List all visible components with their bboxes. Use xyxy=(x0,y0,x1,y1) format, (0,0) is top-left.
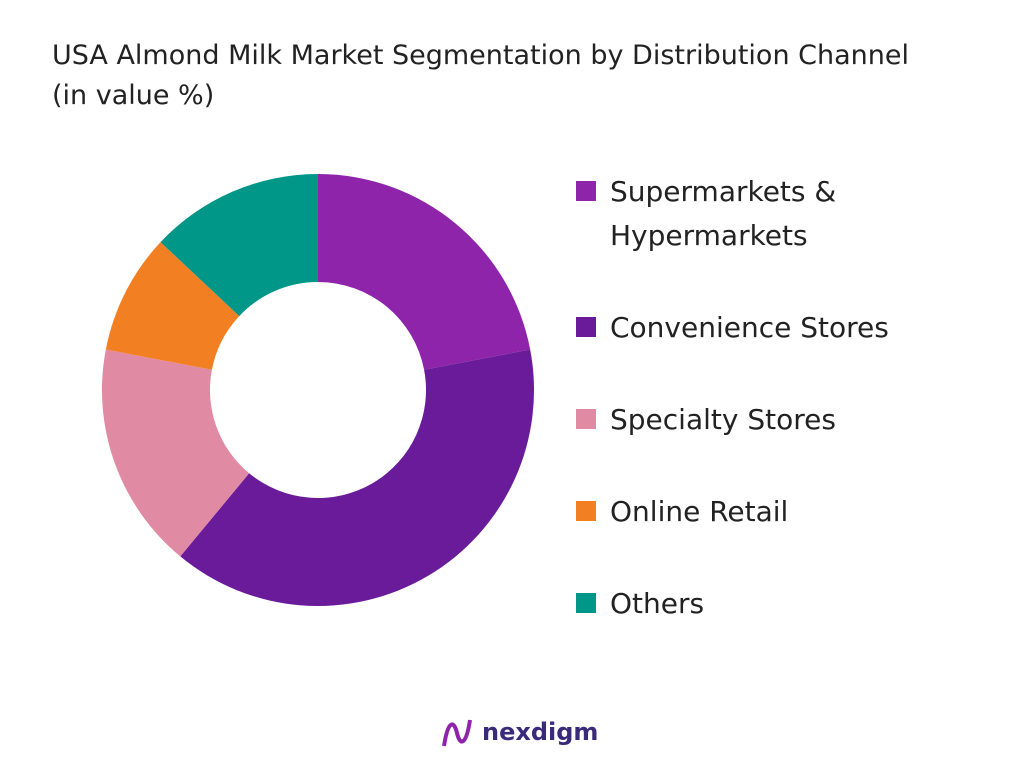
donut-segment xyxy=(180,349,535,606)
logo-text: nexdigm xyxy=(482,718,599,746)
legend-swatch xyxy=(576,317,596,337)
legend-item: Convenience Stores xyxy=(576,306,906,350)
donut-segment xyxy=(318,174,531,370)
legend-swatch xyxy=(576,409,596,429)
legend-swatch xyxy=(576,501,596,521)
legend-item: Online Retail xyxy=(576,490,906,534)
chart-title: USA Almond Milk Market Segmentation by D… xyxy=(52,40,909,111)
legend-swatch xyxy=(576,593,596,613)
legend-label: Supermarkets & Hypermarkets xyxy=(610,175,837,252)
legend-item: Others xyxy=(576,582,906,626)
legend-label: Convenience Stores xyxy=(610,311,889,344)
donut-segment xyxy=(105,242,240,370)
legend-item: Supermarkets & Hypermarkets xyxy=(576,170,906,258)
donut-segment xyxy=(101,349,250,557)
legend-label: Specialty Stores xyxy=(610,403,836,436)
logo: nexdigm xyxy=(440,716,598,750)
legend-swatch xyxy=(576,181,596,201)
donut-segment xyxy=(160,174,318,317)
legend-label: Others xyxy=(610,587,705,620)
logo-icon xyxy=(442,719,472,747)
legend: Supermarkets & Hypermarkets Convenience S… xyxy=(576,170,906,674)
legend-label: Online Retail xyxy=(610,495,789,528)
legend-item: Specialty Stores xyxy=(576,398,906,442)
